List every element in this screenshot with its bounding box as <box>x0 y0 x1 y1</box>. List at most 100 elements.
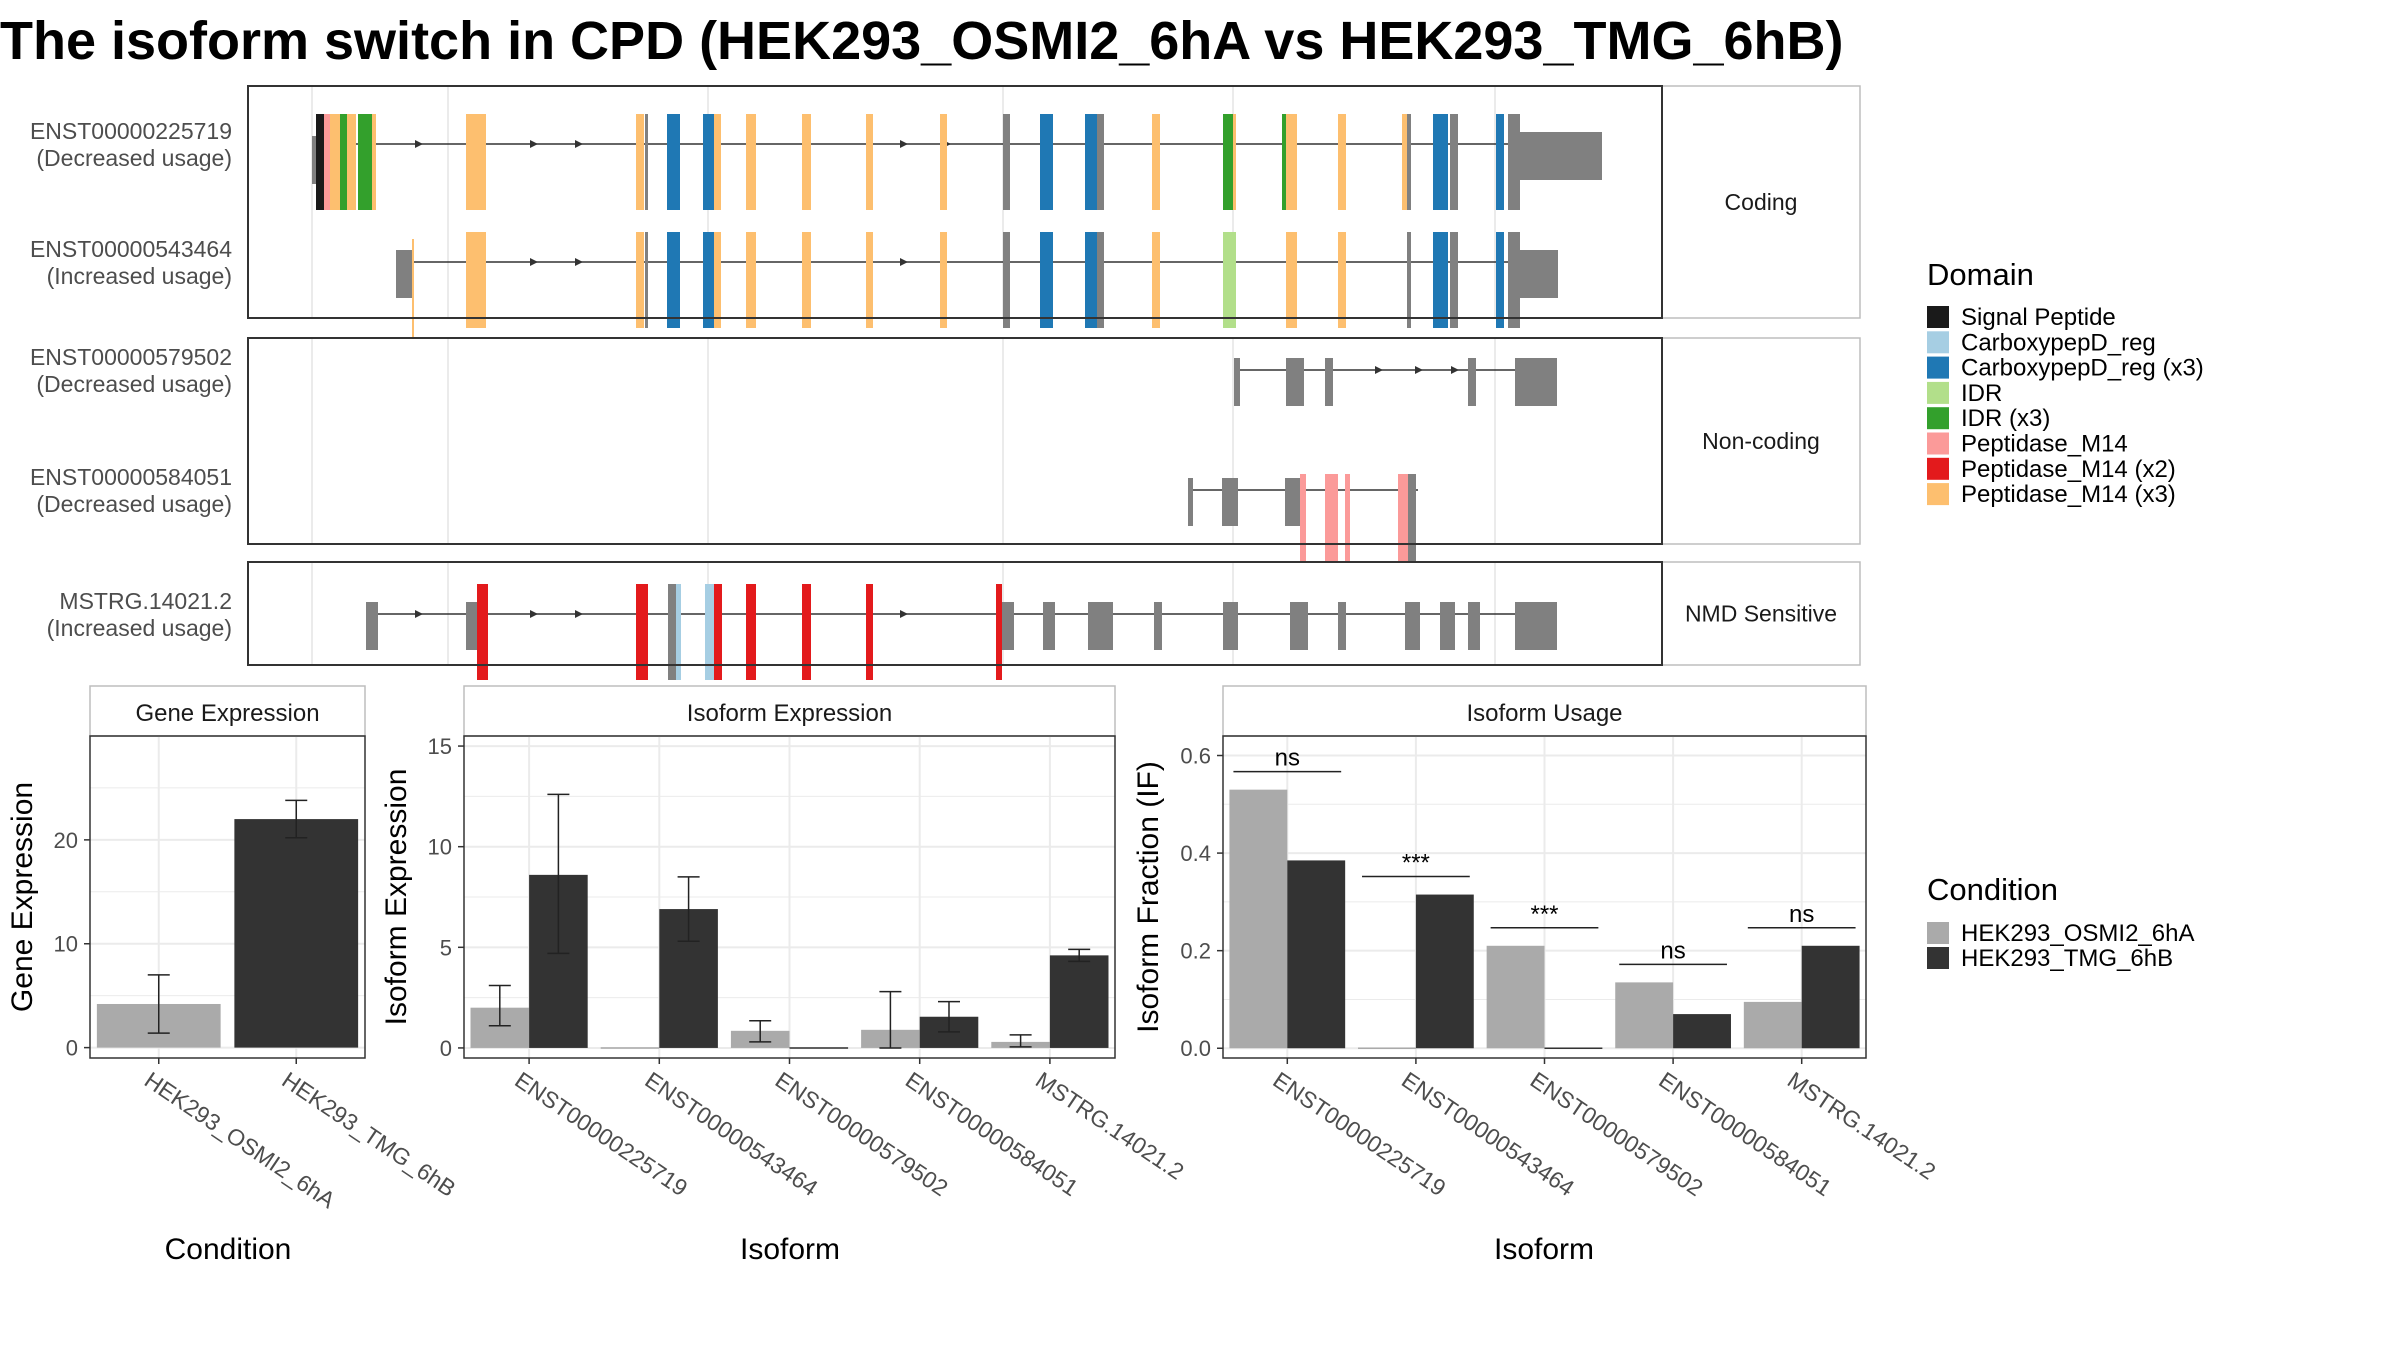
exon <box>746 584 756 680</box>
y-axis-label: Isoform Fraction (IF) <box>1132 761 1165 1033</box>
exon <box>1325 474 1338 570</box>
error-bar <box>1068 948 1091 963</box>
error-bar <box>285 799 308 839</box>
strand-arrow <box>900 258 908 266</box>
chart-isoform-expression: Isoform Expression 0 5 10 15 Isoform Expressi… <box>380 685 1189 1266</box>
condition-legend-swatch <box>1927 947 1949 969</box>
panel-strip-label: NMD Sensitive <box>1685 601 1837 627</box>
panel-strip <box>1661 85 1861 319</box>
y-tick-label: 0 <box>440 1036 452 1061</box>
panel-strip-label: Coding <box>1725 189 1798 215</box>
panel-strip <box>1661 337 1861 545</box>
bar-hek293_osmi2_6ha <box>1743 1001 1802 1049</box>
exon <box>1345 474 1350 570</box>
exon <box>1040 114 1053 210</box>
domain-legend-label: Peptidase_M14 (x2) <box>1961 456 2176 483</box>
significance-label: *** <box>1402 850 1430 877</box>
exon <box>1152 232 1160 328</box>
exon <box>366 602 378 650</box>
strand-arrow <box>575 140 583 148</box>
exon <box>866 232 873 328</box>
exon <box>1223 602 1238 650</box>
transcript-ENST00000579502: ENST00000579502(Decreased usage) <box>30 344 1557 406</box>
condition-legend-label: HEK293_TMG_6hB <box>1961 945 2173 972</box>
exon <box>1286 358 1304 406</box>
x-axis-label: Condition <box>165 1233 292 1266</box>
bar-hek293_tmg_6hb <box>1801 945 1860 1049</box>
exon <box>667 232 680 328</box>
exon <box>330 114 340 210</box>
strand-arrow <box>415 140 423 148</box>
y-tick-label: 20 <box>54 828 78 853</box>
x-axis-label: Isoform <box>740 1233 840 1266</box>
chart-strip <box>1222 685 1867 737</box>
exon <box>1040 232 1053 328</box>
chart-strip <box>89 685 366 737</box>
strand-arrow <box>530 258 538 266</box>
exon <box>372 114 376 210</box>
transcript-MSTRG.14021.2: MSTRG.14021.2(Increased usage) <box>47 584 1557 680</box>
exon <box>1286 114 1297 210</box>
exon <box>1398 474 1408 570</box>
exon <box>1003 232 1010 328</box>
exon <box>1515 602 1557 650</box>
exon <box>1407 232 1411 328</box>
exon <box>412 239 414 349</box>
exon <box>1405 602 1420 650</box>
exon <box>1002 602 1014 650</box>
strand-arrow <box>1375 366 1383 374</box>
exon <box>636 232 644 328</box>
exon <box>340 114 347 210</box>
exon <box>1286 232 1297 328</box>
transcript-usage-label: (Increased usage) <box>47 263 232 289</box>
exon <box>636 584 648 680</box>
transcript-usage-label: (Increased usage) <box>47 615 232 641</box>
exon <box>746 232 756 328</box>
exon <box>466 114 486 210</box>
y-tick-label: 5 <box>440 935 452 960</box>
chart-title: Gene Expression <box>135 700 319 727</box>
exon <box>703 114 714 210</box>
y-axis-label: Isoform Expression <box>380 769 413 1026</box>
exon <box>1282 114 1286 210</box>
error-bar <box>1009 1034 1032 1048</box>
exon <box>1152 114 1160 210</box>
exon <box>1223 114 1233 210</box>
strand-arrow <box>530 140 538 148</box>
bar <box>234 819 359 1048</box>
domain-legend-swatch <box>1927 356 1949 379</box>
exon <box>1338 602 1346 650</box>
domain-legend-swatch <box>1927 407 1949 430</box>
exon <box>645 232 648 328</box>
exon <box>866 114 873 210</box>
strand-arrow <box>1415 366 1423 374</box>
strand-arrow <box>1451 366 1459 374</box>
transcript-id-label: ENST00000579502 <box>30 344 232 370</box>
panel-border <box>247 337 1663 545</box>
y-tick-label: 10 <box>54 932 78 957</box>
exon <box>1515 358 1557 406</box>
exon <box>1450 114 1458 210</box>
error-bar <box>749 1020 772 1043</box>
exon <box>347 114 356 210</box>
domain-legend: Domain Signal PeptideCarboxypepD_regCarbo… <box>1927 257 2204 508</box>
panel-background <box>248 86 1662 318</box>
exon <box>1408 474 1416 570</box>
error-bar <box>488 984 511 1027</box>
exon <box>1043 602 1055 650</box>
bar-hek293_tmg_6hb <box>1287 860 1346 1049</box>
chart-border <box>463 735 1116 1059</box>
exon <box>1088 602 1113 650</box>
exon <box>668 584 676 680</box>
domain-legend-label: Peptidase_M14 <box>1961 431 2128 458</box>
strand-arrow <box>900 610 908 618</box>
error-bar <box>547 793 570 955</box>
exon <box>705 584 714 680</box>
transcript-id-label: MSTRG.14021.2 <box>59 588 232 614</box>
exon <box>358 114 372 210</box>
chart-strip <box>463 685 1116 737</box>
exon <box>1468 358 1476 406</box>
